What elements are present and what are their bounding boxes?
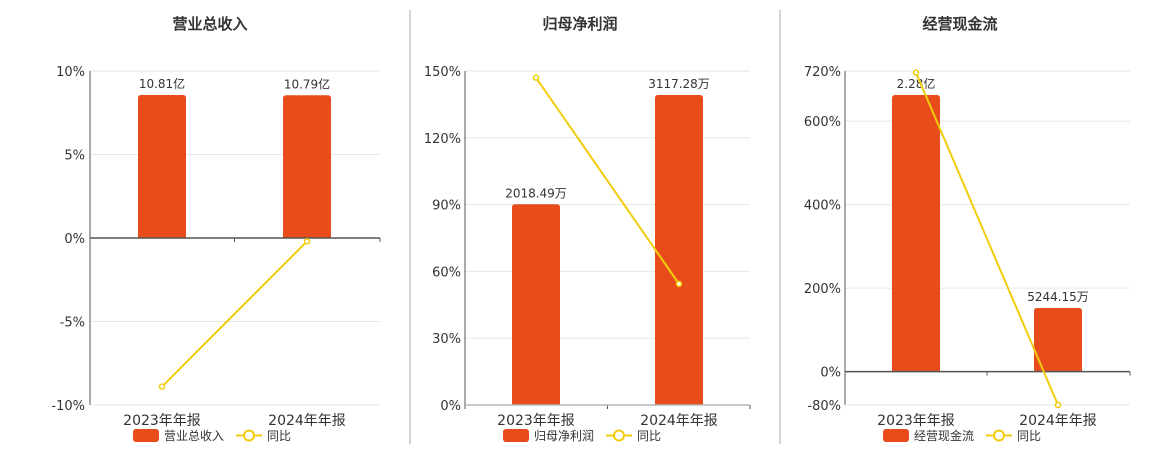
y-tick-label: -80% <box>807 399 841 414</box>
x-category-label: 2024年年报 <box>1019 413 1097 429</box>
yoy-point <box>532 74 540 81</box>
chart-title: 营业总收入 <box>172 15 247 33</box>
y-tick-label: 30% <box>432 332 461 347</box>
bar-value-label: 10.81亿 <box>139 76 185 91</box>
x-category-label: 2023年年报 <box>497 413 575 429</box>
y-tick-label: 600% <box>804 115 841 130</box>
bar <box>655 95 703 405</box>
yoy-point <box>158 383 166 390</box>
legend-label: 经营现金流 <box>914 428 974 443</box>
x-category-label: 2023年年报 <box>877 413 955 429</box>
y-tick-label: 150% <box>424 65 461 80</box>
yoy-line <box>535 77 680 285</box>
y-tick-label: 10% <box>56 65 85 80</box>
legend-swatch-marker <box>613 429 625 442</box>
chart-title: 经营现金流 <box>922 15 997 33</box>
bar <box>512 204 560 405</box>
yoy-point <box>912 69 920 76</box>
bar-value-label: 10.79亿 <box>284 76 330 91</box>
bar <box>283 95 331 238</box>
bar-value-label: 3117.28万 <box>648 77 710 91</box>
y-tick-label: -10% <box>51 399 85 414</box>
legend-label: 营业总收入 <box>164 429 224 443</box>
bar <box>138 95 186 238</box>
x-category-label: 2024年年报 <box>268 413 346 429</box>
bar-value-label: 5244.15万 <box>1027 290 1089 304</box>
y-tick-label: 0% <box>820 366 841 381</box>
y-tick-label: 400% <box>804 199 841 214</box>
y-tick-label: 200% <box>804 282 841 297</box>
x-category-label: 2023年年报 <box>123 413 201 429</box>
bar-value-label: 2.28亿 <box>897 76 936 91</box>
y-tick-label: 5% <box>64 149 85 164</box>
y-tick-label: 0% <box>64 232 85 247</box>
legend-label: 归母净利润 <box>534 429 594 443</box>
y-tick-label: 720% <box>804 65 841 80</box>
legend-label: 同比 <box>267 429 291 443</box>
legend-swatch-bar <box>133 429 159 442</box>
bar-value-label: 2018.49万 <box>505 186 567 200</box>
yoy-line <box>915 72 1059 406</box>
y-tick-label: -5% <box>60 316 85 331</box>
y-tick-label: 120% <box>424 132 461 147</box>
legend-swatch-bar <box>503 429 529 442</box>
yoy-line <box>161 240 308 388</box>
yoy-point <box>1054 401 1062 409</box>
bar <box>1034 307 1082 372</box>
chart-panel: 营业总收入 10% 5% 0% -5% -10% 10.81亿 10.79亿 2023年年报 20… <box>51 15 381 443</box>
chart-panel: 归母净利润 150% 120% 90% 60% 30% 0% 2018.49万 3117.28万… <box>424 15 751 443</box>
legend-label: 同比 <box>1017 429 1041 443</box>
x-category-label: 2024年年报 <box>640 413 718 429</box>
bar <box>892 95 940 372</box>
legend-swatch-marker <box>993 429 1005 442</box>
legend-swatch-marker <box>243 429 255 442</box>
legend-swatch-bar <box>883 429 909 442</box>
y-tick-label: 0% <box>440 399 461 414</box>
yoy-point <box>303 238 311 245</box>
y-tick-label: 90% <box>432 199 461 214</box>
y-tick-label: 60% <box>432 265 461 280</box>
chart-title: 归母净利润 <box>542 15 617 33</box>
yoy-point <box>675 280 683 288</box>
chart-panel: 经营现金流 720% 600% 400% 200% 0% -80% 2.28亿 5244.15万… <box>804 15 1131 443</box>
legend-label: 同比 <box>637 429 661 443</box>
